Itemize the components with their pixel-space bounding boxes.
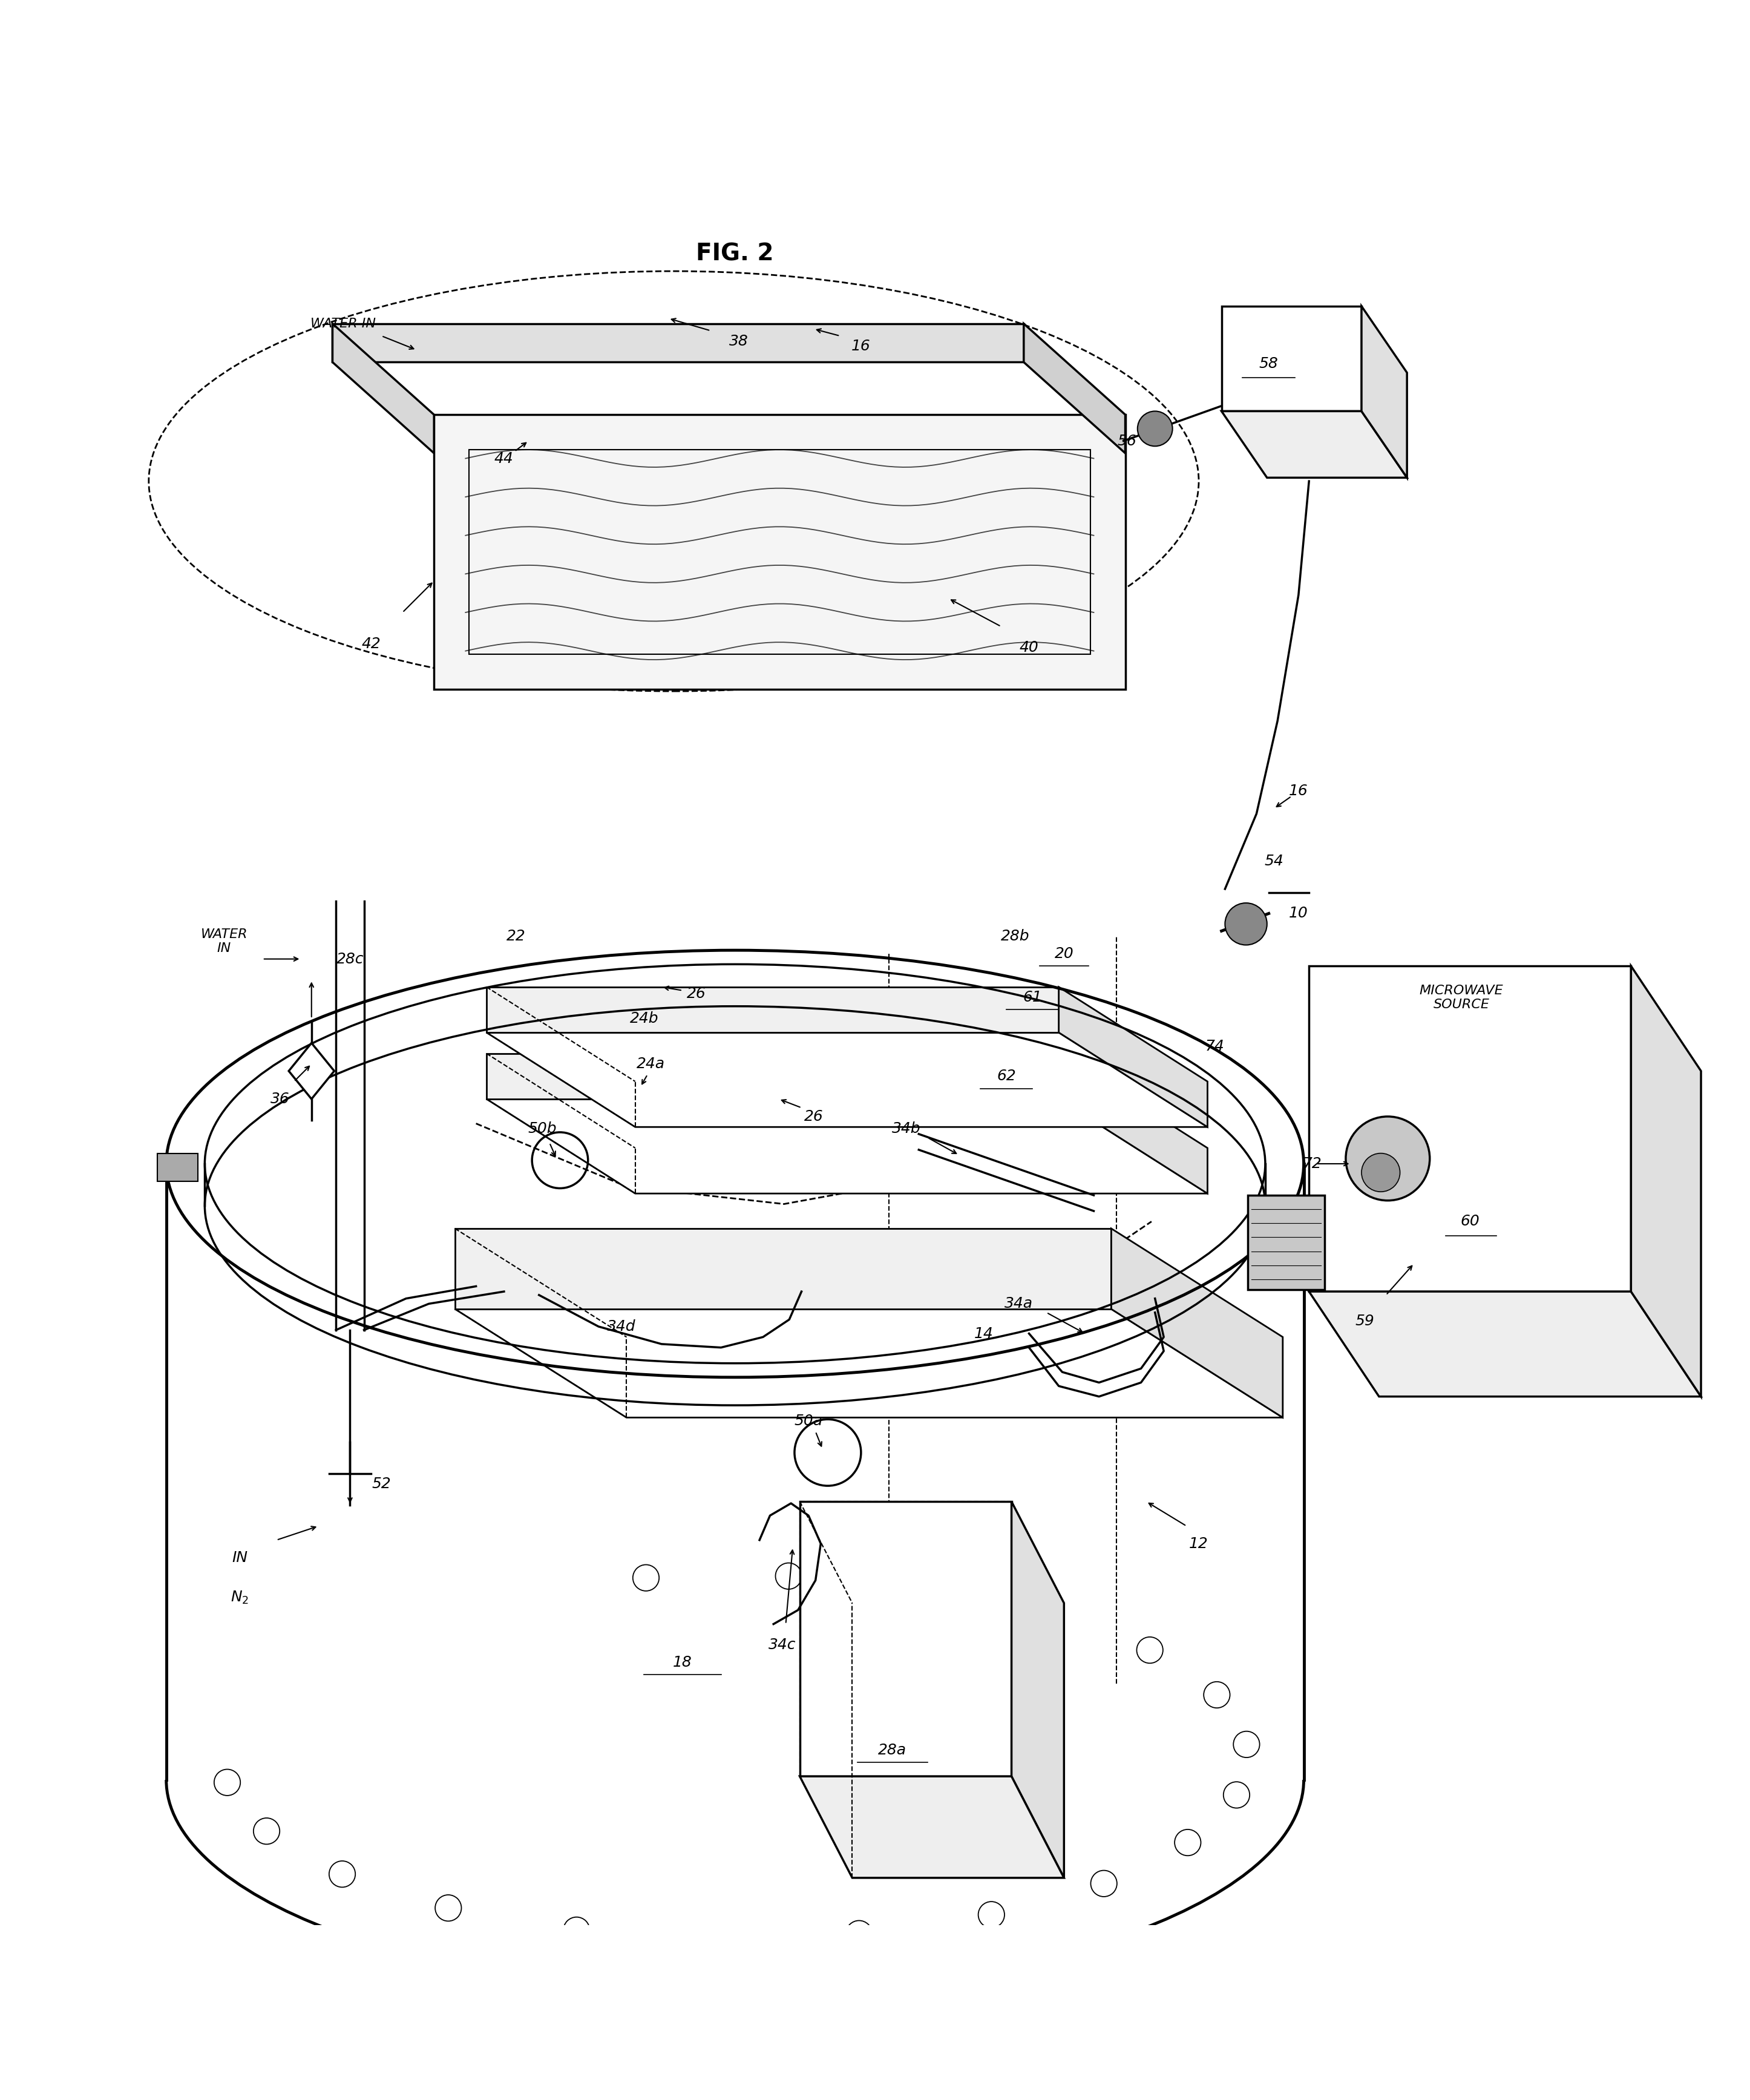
Text: 44: 44 [495,451,513,466]
Text: 24a: 24a [637,1056,665,1071]
Polygon shape [289,1044,334,1098]
Text: 62: 62 [997,1069,1015,1084]
Polygon shape [332,323,434,454]
Polygon shape [1024,323,1125,454]
Text: 74: 74 [1206,1040,1223,1054]
Text: MICROWAVE
SOURCE: MICROWAVE SOURCE [1419,985,1503,1010]
Text: 26: 26 [688,987,705,1002]
Polygon shape [487,1098,1207,1193]
Circle shape [1346,1117,1430,1201]
Text: WATER IN: WATER IN [310,317,376,330]
Polygon shape [487,1054,1059,1098]
Text: FIG. 2: FIG. 2 [696,242,774,265]
Text: 16: 16 [1290,783,1307,798]
Polygon shape [1248,1195,1325,1289]
Polygon shape [800,1777,1064,1877]
Text: 52: 52 [373,1476,390,1491]
Polygon shape [455,1228,1111,1308]
Circle shape [1362,1153,1400,1193]
Text: 61: 61 [1024,991,1041,1004]
Text: WATER
IN: WATER IN [201,928,247,956]
Polygon shape [1631,966,1701,1396]
Polygon shape [800,1501,1011,1777]
Text: 18: 18 [674,1655,691,1670]
Text: 34c: 34c [768,1638,796,1653]
Text: 28c: 28c [336,951,364,966]
Text: $N_2$: $N_2$ [231,1590,248,1606]
Text: 12: 12 [1190,1537,1207,1550]
Polygon shape [1011,1501,1064,1877]
Text: 54: 54 [1265,855,1283,867]
Text: 28a: 28a [878,1743,906,1758]
Text: 38: 38 [730,334,747,349]
Text: 22: 22 [507,928,525,943]
Polygon shape [1362,307,1407,477]
Polygon shape [1309,1292,1701,1396]
Text: 59: 59 [1356,1315,1374,1329]
Circle shape [1138,412,1172,445]
Polygon shape [1111,1228,1283,1418]
Text: 42: 42 [362,636,380,651]
Polygon shape [487,1033,1207,1128]
Polygon shape [455,1308,1283,1418]
Text: 72: 72 [1304,1157,1321,1172]
Text: 50b: 50b [528,1121,556,1136]
Text: 14: 14 [975,1327,992,1340]
Text: 16: 16 [852,340,870,353]
Text: 34a: 34a [1004,1296,1032,1310]
Text: 34d: 34d [607,1319,635,1333]
Polygon shape [1309,966,1631,1292]
Polygon shape [1221,307,1362,412]
Polygon shape [1059,987,1207,1128]
Text: 24b: 24b [630,1012,658,1025]
Ellipse shape [166,1567,1304,1993]
Text: 28b: 28b [1001,928,1029,943]
Polygon shape [332,323,1024,361]
Circle shape [1225,903,1267,945]
Text: 40: 40 [1020,640,1038,655]
Text: 34b: 34b [892,1121,920,1136]
Polygon shape [434,414,1125,689]
Polygon shape [1059,1054,1207,1193]
Polygon shape [487,987,1059,1033]
Text: 56: 56 [1118,435,1136,447]
Text: IN: IN [231,1550,248,1564]
Polygon shape [166,1163,1304,1781]
Text: 50a: 50a [794,1413,822,1428]
Text: 36: 36 [271,1092,289,1107]
Text: 60: 60 [1461,1214,1479,1228]
Text: 26: 26 [805,1109,822,1124]
Polygon shape [157,1153,198,1182]
Text: 58: 58 [1260,357,1277,372]
Polygon shape [1221,412,1407,477]
Text: 10: 10 [1290,907,1307,920]
Text: 20: 20 [1055,947,1073,962]
